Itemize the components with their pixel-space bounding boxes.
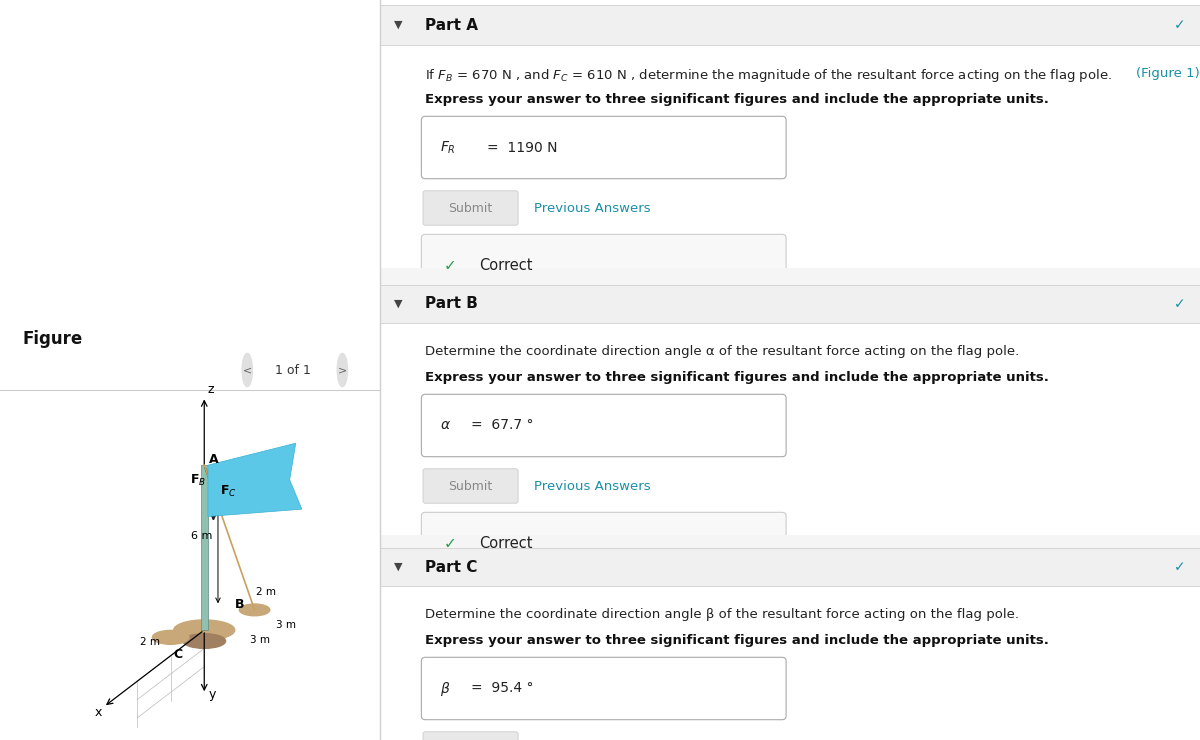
Text: Express your answer to three significant figures and include the appropriate uni: Express your answer to three significant… [426,371,1049,384]
Text: ✓: ✓ [1174,18,1186,32]
Polygon shape [208,443,302,517]
FancyBboxPatch shape [380,285,1200,323]
Text: z: z [208,383,214,396]
FancyBboxPatch shape [421,394,786,457]
Text: B: B [235,598,245,611]
Text: $\alpha$: $\alpha$ [440,419,451,432]
FancyBboxPatch shape [421,512,786,575]
FancyBboxPatch shape [421,116,786,178]
Text: 6 m: 6 m [191,531,212,541]
Text: $\beta$: $\beta$ [440,679,451,698]
Text: 2 m: 2 m [140,636,161,647]
Text: Correct: Correct [479,536,533,551]
Ellipse shape [182,633,226,648]
FancyBboxPatch shape [380,548,1200,586]
Text: ▼: ▼ [394,20,403,30]
Text: Submit: Submit [449,480,493,493]
Text: 1 of 1: 1 of 1 [275,363,311,377]
Text: =  67.7 °: = 67.7 ° [470,419,533,432]
FancyBboxPatch shape [380,535,1200,548]
FancyBboxPatch shape [424,191,518,225]
FancyBboxPatch shape [421,235,786,297]
Text: $F_R$: $F_R$ [440,139,456,155]
Text: Previous Answers: Previous Answers [534,480,650,493]
Text: Figure: Figure [23,329,83,348]
Text: ✓: ✓ [444,536,456,551]
Text: A: A [209,454,218,466]
Text: =  95.4 °: = 95.4 ° [470,682,533,696]
Text: Part C: Part C [426,559,478,574]
Text: $\mathbf{F}_B$: $\mathbf{F}_B$ [190,473,206,488]
FancyBboxPatch shape [380,268,1200,285]
Text: ✓: ✓ [1174,560,1186,574]
Text: ▼: ▼ [394,299,403,309]
FancyBboxPatch shape [421,657,786,720]
Text: Submit: Submit [449,201,493,215]
Text: Previous Answers: Previous Answers [534,201,650,215]
Text: ✓: ✓ [444,258,456,273]
Ellipse shape [152,630,190,645]
Text: If $F_B$ = 670 N , and $F_C$ = 610 N , determine the magnitude of the resultant : If $F_B$ = 670 N , and $F_C$ = 610 N , d… [426,67,1112,84]
Text: C: C [174,648,182,661]
FancyBboxPatch shape [380,45,1200,268]
FancyBboxPatch shape [380,5,1200,45]
Text: (Figure 1): (Figure 1) [1136,67,1200,80]
Text: Express your answer to three significant figures and include the appropriate uni: Express your answer to three significant… [426,93,1049,106]
FancyBboxPatch shape [424,468,518,503]
Text: 2 m: 2 m [256,588,276,597]
Text: Part A: Part A [426,18,479,33]
Text: 3 m: 3 m [250,635,270,645]
Text: $\mathbf{F}_C$: $\mathbf{F}_C$ [220,483,236,499]
Text: Determine the coordinate direction angle α of the resultant force acting on the : Determine the coordinate direction angle… [426,345,1020,358]
FancyBboxPatch shape [380,323,1200,535]
Ellipse shape [174,620,235,640]
Text: ▼: ▼ [394,562,403,572]
Text: x: x [95,706,102,719]
Text: <: < [242,365,252,375]
Text: >: > [337,365,347,375]
Text: Determine the coordinate direction angle β of the resultant force acting on the : Determine the coordinate direction angle… [426,608,1020,621]
Text: y: y [209,687,216,701]
Text: ✓: ✓ [1174,297,1186,311]
Ellipse shape [337,354,348,386]
Text: =  1190 N: = 1190 N [487,141,558,155]
FancyBboxPatch shape [380,586,1200,740]
Polygon shape [200,465,208,630]
Text: Express your answer to three significant figures and include the appropriate uni: Express your answer to three significant… [426,634,1049,647]
Ellipse shape [242,354,252,386]
Text: Part B: Part B [426,297,479,312]
FancyBboxPatch shape [424,732,518,740]
Text: 3 m: 3 m [276,620,296,630]
Ellipse shape [239,604,270,616]
Text: Correct: Correct [479,258,533,273]
